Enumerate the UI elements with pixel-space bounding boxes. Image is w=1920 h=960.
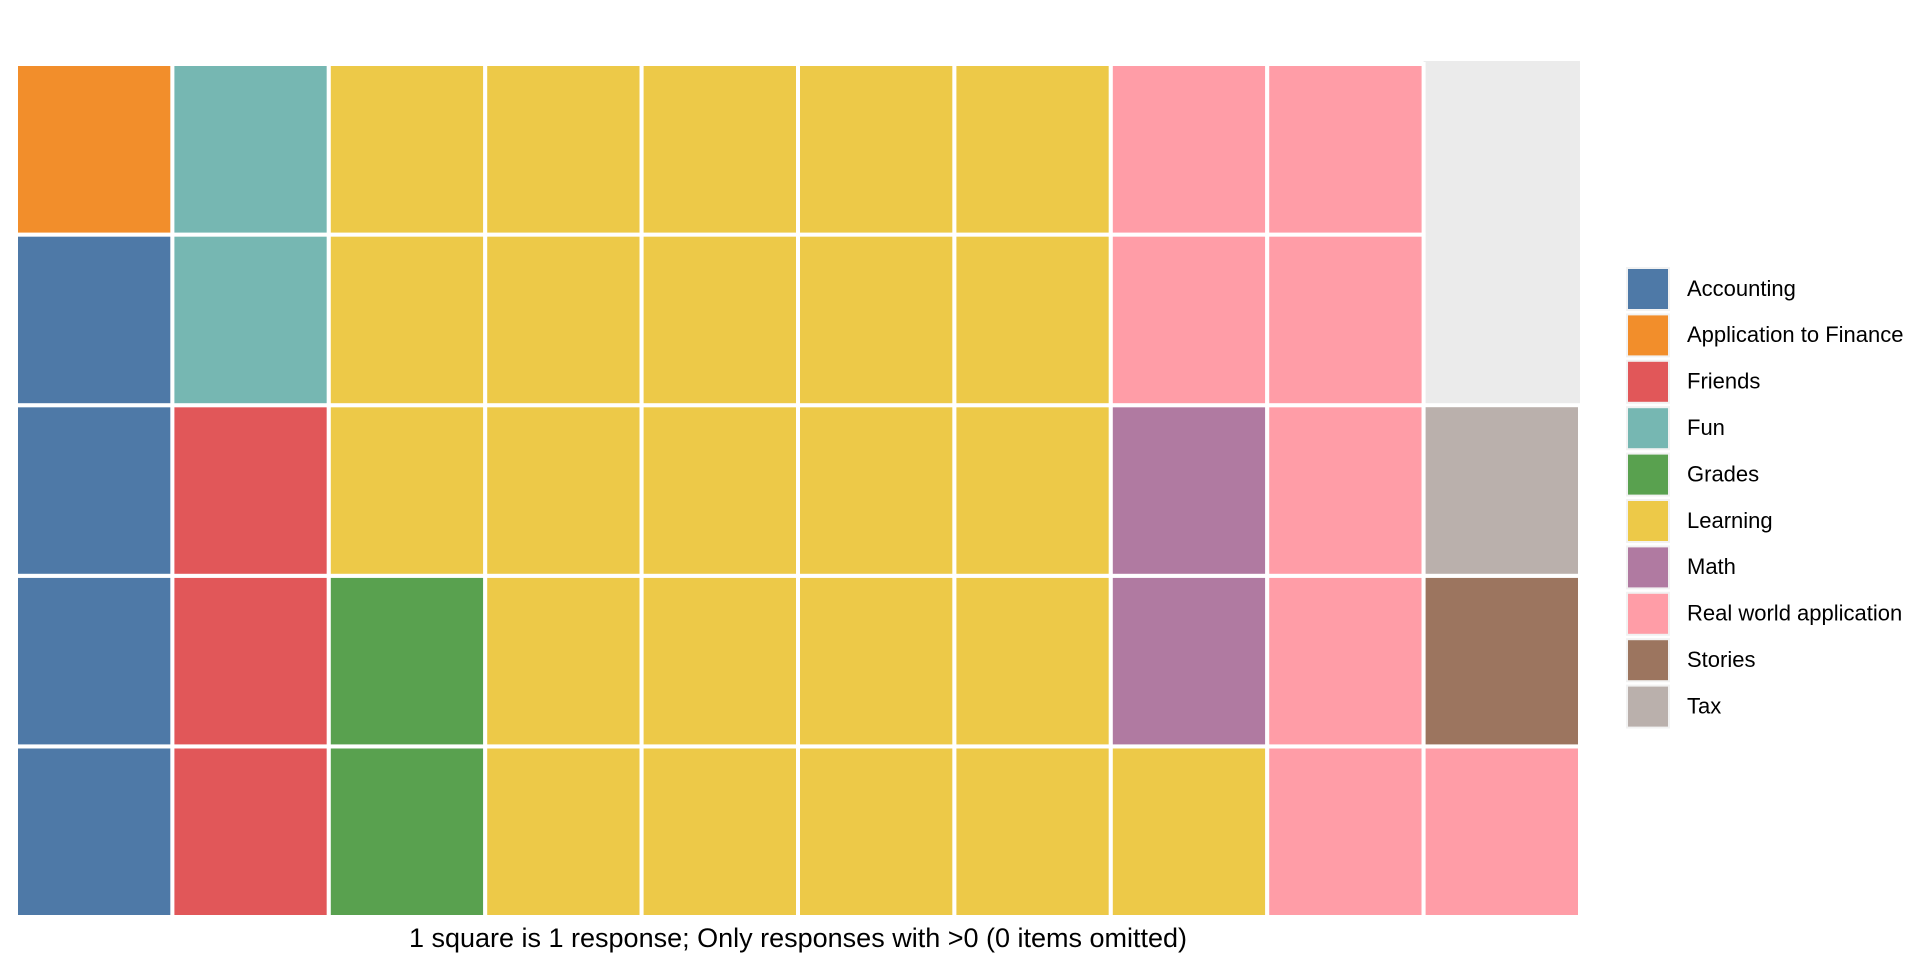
legend-swatch <box>1626 359 1670 404</box>
square <box>14 573 175 749</box>
legend-label: Friends <box>1687 369 1760 394</box>
legend-swatch <box>1626 684 1670 729</box>
square <box>14 62 175 237</box>
square <box>1421 403 1582 578</box>
legend-swatch <box>1626 591 1670 636</box>
legend-label: Learning <box>1687 508 1773 533</box>
square <box>1108 744 1270 920</box>
square <box>326 573 488 749</box>
square <box>639 62 800 237</box>
square <box>170 232 331 408</box>
legend-label: Real world application <box>1687 601 1902 626</box>
legend-swatch <box>1626 638 1670 683</box>
square <box>326 232 488 408</box>
legend-label: Math <box>1687 554 1736 579</box>
legend-label: Tax <box>1687 693 1721 718</box>
legend-label: Application to Finance <box>1687 322 1903 347</box>
square <box>1265 62 1426 237</box>
square <box>1421 573 1582 749</box>
legend-swatch <box>1626 313 1670 358</box>
legend-swatch <box>1626 499 1670 543</box>
square <box>952 232 1113 408</box>
square <box>170 62 331 237</box>
square <box>796 573 957 749</box>
square <box>1265 232 1426 408</box>
square <box>796 62 957 237</box>
square <box>14 232 175 408</box>
square <box>639 403 800 578</box>
square <box>170 403 331 578</box>
square <box>483 232 644 408</box>
square <box>326 62 488 237</box>
square <box>1421 744 1582 920</box>
legend-swatch <box>1626 452 1670 497</box>
square <box>952 62 1113 237</box>
square <box>326 744 488 920</box>
square <box>639 573 800 749</box>
square <box>1108 62 1270 237</box>
square <box>170 573 331 749</box>
square <box>952 573 1113 749</box>
square <box>796 232 957 408</box>
square <box>1265 573 1426 749</box>
square <box>326 403 488 578</box>
square <box>170 744 331 920</box>
square <box>1108 232 1270 408</box>
caption: 1 square is 1 response; Only responses w… <box>409 923 1187 953</box>
legend-label: Grades <box>1687 461 1759 486</box>
square <box>1265 403 1426 578</box>
square <box>639 744 800 920</box>
legend-swatch <box>1626 267 1670 311</box>
square <box>483 744 644 920</box>
legend-label: Fun <box>1687 415 1725 440</box>
square <box>1108 403 1270 578</box>
square <box>14 403 175 578</box>
legend-label: Accounting <box>1687 276 1796 301</box>
legend-swatch <box>1626 545 1670 590</box>
square <box>796 403 957 578</box>
square <box>1108 573 1270 749</box>
square <box>952 744 1113 920</box>
square <box>14 744 175 920</box>
legend-label: Stories <box>1687 647 1755 672</box>
square <box>952 403 1113 578</box>
square <box>483 403 644 578</box>
square <box>1265 744 1426 920</box>
square <box>796 744 957 920</box>
square <box>639 232 800 408</box>
square <box>483 62 644 237</box>
legend-swatch <box>1626 406 1670 451</box>
square <box>483 573 644 749</box>
